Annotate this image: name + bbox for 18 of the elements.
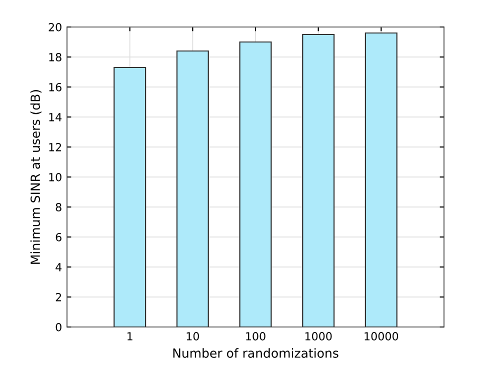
y-tick-label: 16 <box>49 82 62 92</box>
y-tick-label: 0 <box>56 322 62 332</box>
y-tick-label: 12 <box>49 142 62 152</box>
y-tick-label: 6 <box>56 232 62 242</box>
y-tick-label: 20 <box>48 22 62 32</box>
y-tick-label: 2 <box>56 292 62 302</box>
y-tick-label: 8 <box>56 202 62 212</box>
y-axis-title: Minimum SINR at users (dB) <box>30 90 42 264</box>
x-tick-label: 1000 <box>305 332 332 340</box>
x-axis-title: Number of randomizations <box>173 348 338 358</box>
x-tick-label: 1 <box>128 332 132 340</box>
y-tick-label: 18 <box>49 52 62 62</box>
x-tick-label: 10000 <box>364 332 398 340</box>
x-tick-label: 100 <box>246 332 266 340</box>
y-tick-label: 10 <box>49 172 62 182</box>
y-tick-label: 14 <box>49 113 62 122</box>
x-tick-label: 10 <box>186 332 199 340</box>
y-tick-label: 4 <box>56 263 62 272</box>
